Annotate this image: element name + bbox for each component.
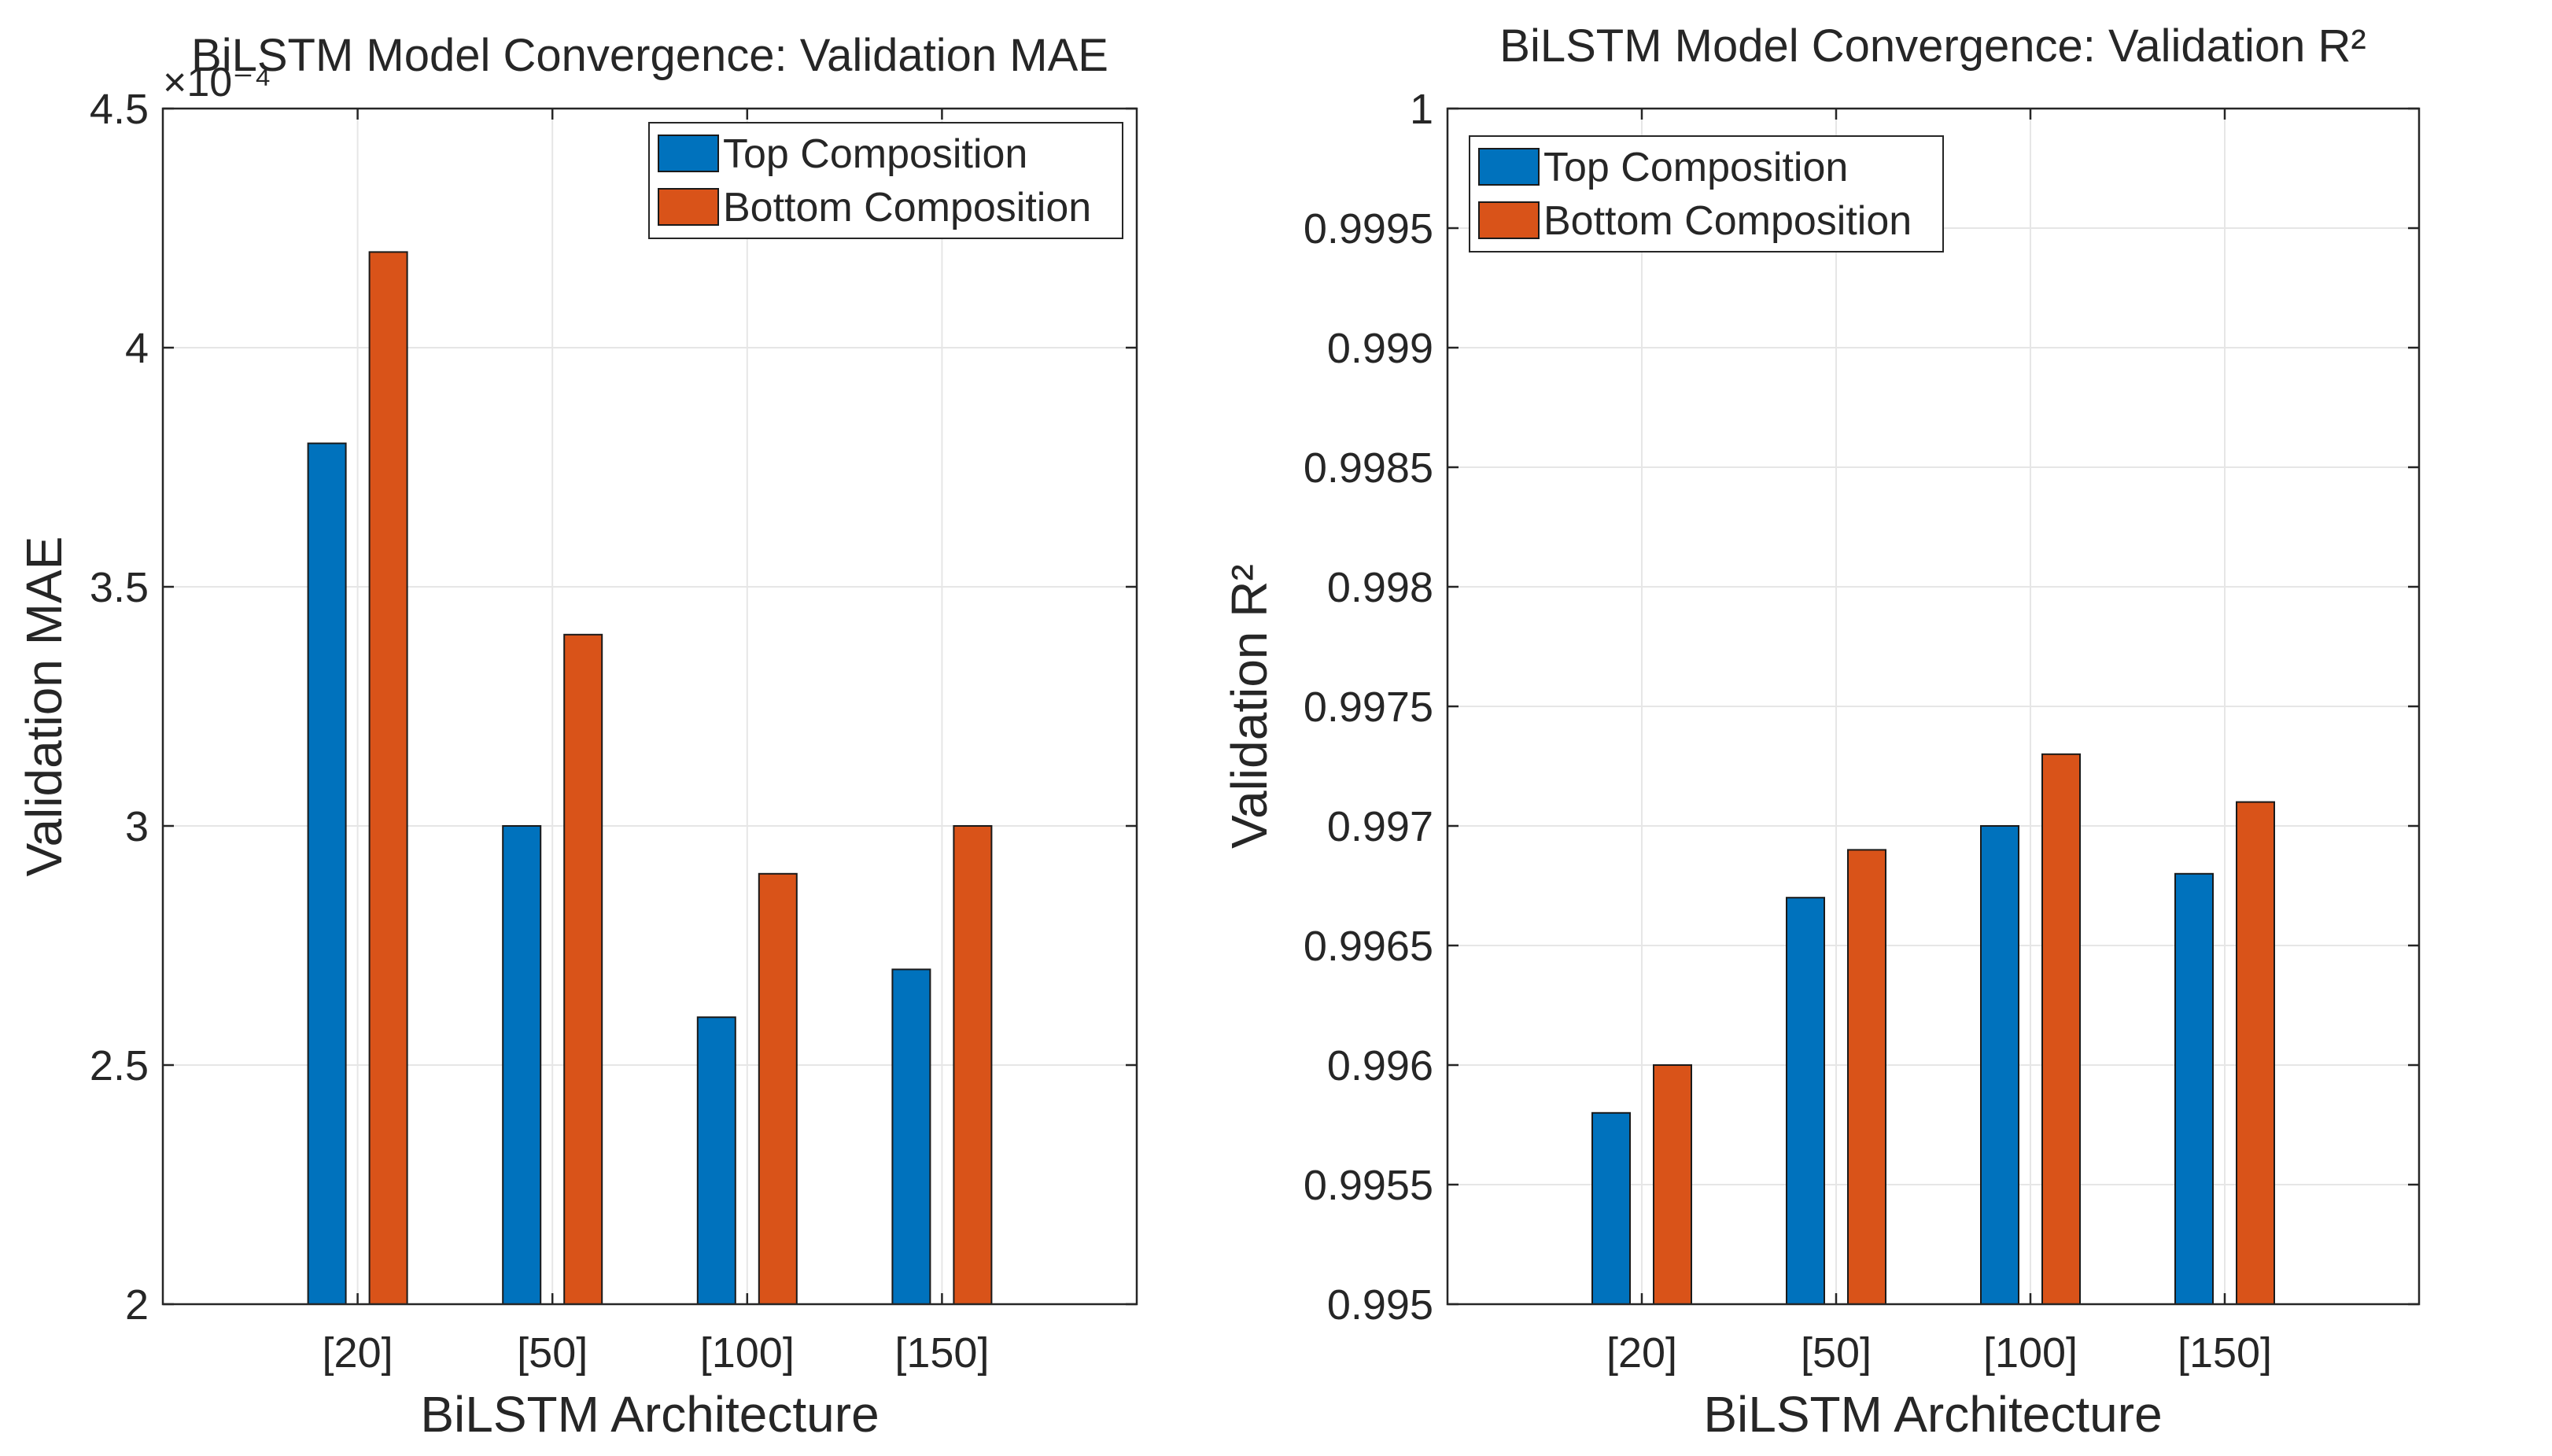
bar-top-composition [502, 825, 542, 1305]
bar-top-composition [307, 442, 347, 1305]
legend-label: Top Composition [1543, 145, 1848, 190]
chart-r2: 0.995 0.9955 0.996 0.9965 0.997 0.9975 0.998 0.… [1221, 20, 2421, 1443]
xtick-label: [20] [1606, 1329, 1677, 1377]
ytick-label: 0.996 [1327, 1042, 1433, 1089]
ytick-label: 3 [125, 803, 149, 850]
ytick-label: 3.5 [90, 564, 149, 611]
exponent-label: ×10⁻⁴ [163, 60, 271, 105]
bar-top-composition [1591, 1111, 1631, 1306]
ticks: 2 2.5 3 3.5 4 4.5 [20] [50] [100] [150] [90, 86, 1137, 1377]
legend-swatch [1478, 201, 1540, 239]
ytick-label: 0.999 [1327, 325, 1433, 372]
bar-top-composition [891, 968, 931, 1306]
legend-label: Top Composition [723, 131, 1027, 177]
legend-box [648, 122, 1123, 239]
xtick-label: [50] [1801, 1329, 1872, 1377]
bar-bottom-composition [1847, 849, 1886, 1305]
ytick-label: 0.9955 [1304, 1162, 1433, 1209]
bar-top-composition [1980, 825, 2019, 1305]
bar-top-composition [2174, 872, 2214, 1306]
y-axis-label: Validation R² [1221, 564, 1278, 849]
bars [1591, 753, 2275, 1306]
chart-mae: 2 2.5 3 3.5 4 4.5 [20] [50] [100] [150] BiLSTM Mo… [16, 30, 1138, 1443]
legend-box [1469, 135, 1944, 252]
legend: Top Composition Bottom Composition [1469, 135, 1944, 252]
xtick-label: [20] [323, 1329, 393, 1377]
ytick-label: 0.9995 [1304, 205, 1433, 252]
y-axis-label: Validation MAE [16, 536, 72, 877]
legend-swatch [658, 135, 719, 172]
xtick-label: [100] [1983, 1329, 2078, 1377]
ytick-label: 0.995 [1327, 1281, 1433, 1329]
xtick-label: [150] [2178, 1329, 2272, 1377]
ytick-label: 0.998 [1327, 564, 1433, 611]
chart-title: BiLSTM Model Convergence: Validation MAE [191, 30, 1108, 81]
ytick-label: 4 [125, 325, 149, 372]
legend-swatch [658, 188, 719, 226]
legend: Top Composition Bottom Composition [648, 122, 1123, 239]
chart-title: BiLSTM Model Convergence: Validation R² [1499, 20, 2366, 72]
bar-top-composition [1786, 897, 1825, 1305]
ytick-label: 0.9985 [1304, 444, 1433, 492]
ytick-label: 0.997 [1327, 803, 1433, 850]
xtick-label: [100] [700, 1329, 795, 1377]
x-axis-label: BiLSTM Architecture [420, 1386, 879, 1443]
ytick-label: 0.9975 [1304, 684, 1433, 731]
bar-top-composition [696, 1016, 736, 1305]
ytick-label: 1 [1410, 86, 1433, 133]
ticks: 0.995 0.9955 0.996 0.9965 0.997 0.9975 0.998 0.… [1304, 86, 2419, 1377]
legend-swatch [1478, 148, 1540, 186]
legend-label: Bottom Composition [723, 185, 1091, 230]
bars [307, 251, 993, 1306]
ytick-label: 2.5 [90, 1042, 149, 1089]
legend-label: Bottom Composition [1543, 198, 1912, 244]
bar-bottom-composition [953, 825, 993, 1305]
ytick-label: 0.9965 [1304, 923, 1433, 970]
bar-bottom-composition [2041, 753, 2081, 1305]
ytick-label: 4.5 [90, 86, 149, 133]
ytick-label: 2 [125, 1281, 149, 1329]
bar-bottom-composition [2236, 801, 2275, 1305]
xtick-label: [150] [894, 1329, 989, 1377]
axes-box [161, 107, 1138, 1306]
bar-bottom-composition [758, 872, 798, 1306]
xtick-label: [50] [517, 1329, 588, 1377]
bar-bottom-composition [563, 633, 603, 1305]
bar-bottom-composition [368, 251, 408, 1305]
x-axis-label: BiLSTM Architecture [1703, 1386, 2162, 1443]
bar-bottom-composition [1653, 1064, 1692, 1305]
